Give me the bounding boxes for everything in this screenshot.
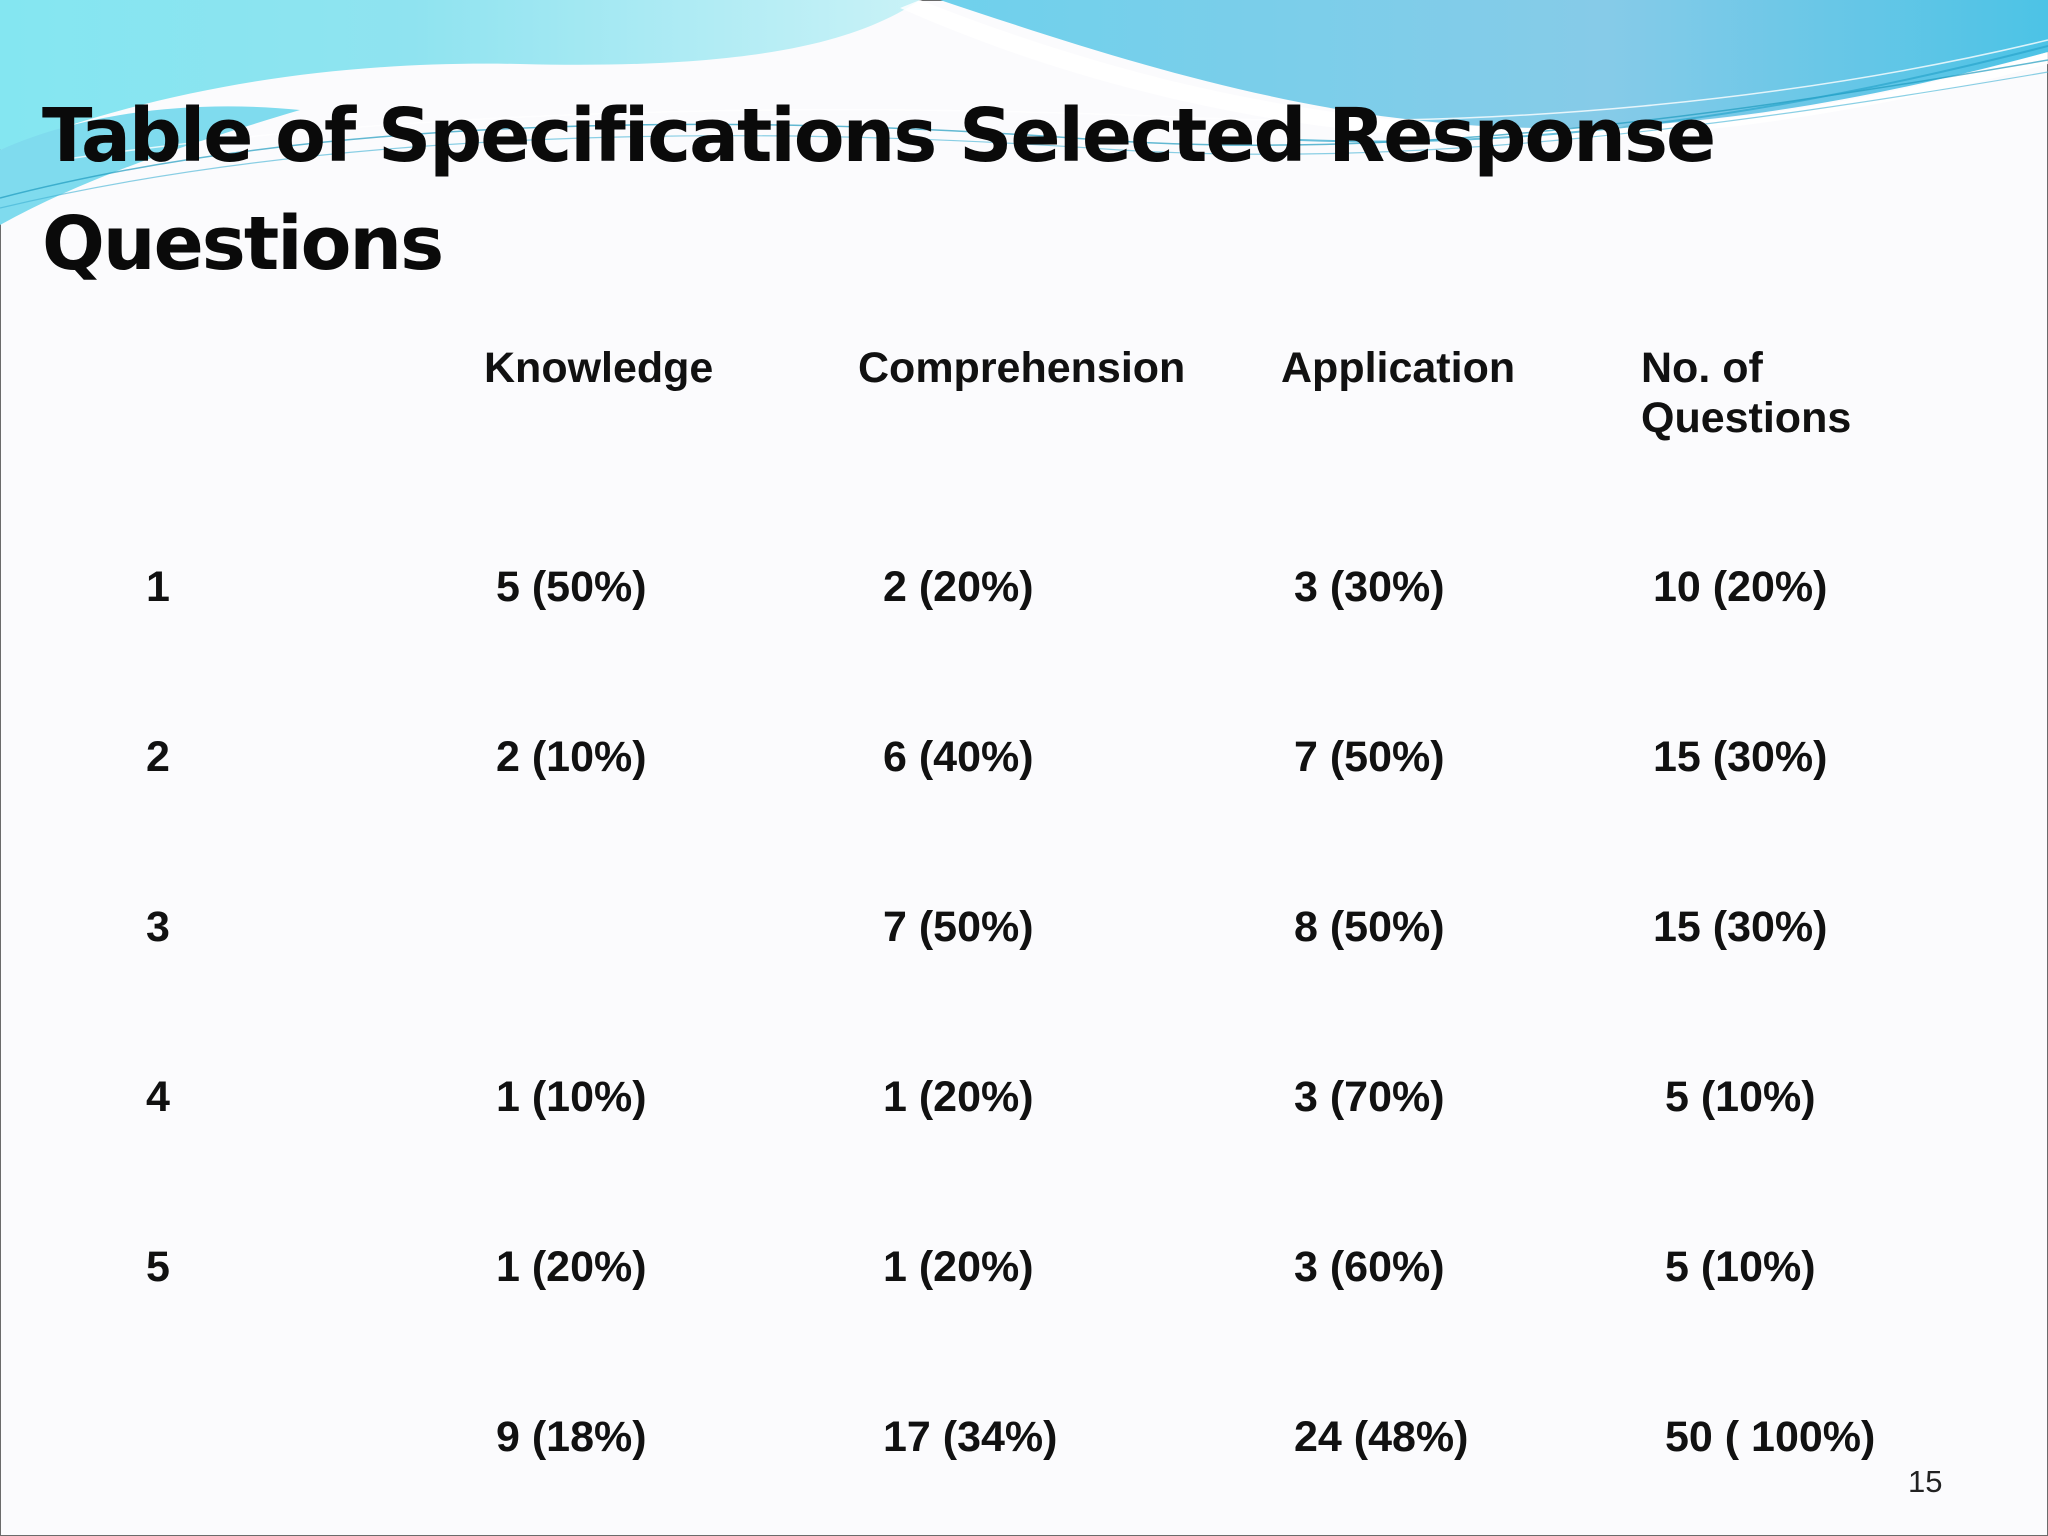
header-application: Application: [1281, 344, 1516, 392]
cell-no-of-questions: 5 (10%): [1665, 1073, 1816, 1121]
row-label: 4: [146, 1073, 170, 1121]
cell-knowledge: 2 (10%): [496, 733, 647, 781]
cell-no-of-questions: 5 (10%): [1665, 1243, 1816, 1291]
total-knowledge: 9 (18%): [496, 1413, 647, 1461]
total-application: 24 (48%): [1294, 1413, 1469, 1461]
header-knowledge: Knowledge: [484, 344, 714, 392]
cell-no-of-questions: 10 (20%): [1653, 563, 1828, 611]
total-comprehension: 17 (34%): [883, 1413, 1058, 1461]
cell-comprehension: 6 (40%): [883, 733, 1034, 781]
total-no-of-questions: 50 ( 100%): [1665, 1413, 1876, 1461]
row-label: 2: [146, 733, 170, 781]
cell-application: 3 (60%): [1294, 1243, 1445, 1291]
cell-application: 3 (30%): [1294, 563, 1445, 611]
cell-knowledge: 1 (10%): [496, 1073, 647, 1121]
cell-knowledge: 5 (50%): [496, 563, 647, 611]
cell-application: 8 (50%): [1294, 903, 1445, 951]
slide-title: Table of Specifications Selected Respons…: [42, 93, 1716, 287]
cell-comprehension: 1 (20%): [883, 1243, 1034, 1291]
cell-knowledge: 1 (20%): [496, 1243, 647, 1291]
cell-comprehension: 7 (50%): [883, 903, 1034, 951]
row-label: 1: [146, 563, 170, 611]
header-wave-decoration: [0, 0, 2048, 225]
cell-application: 3 (70%): [1294, 1073, 1445, 1121]
cell-comprehension: 1 (20%): [883, 1073, 1034, 1121]
row-label: 3: [146, 903, 170, 951]
slide-number: 15: [1908, 1464, 1943, 1499]
header-comprehension: Comprehension: [858, 344, 1186, 392]
cell-no-of-questions: 15 (30%): [1653, 903, 1828, 951]
cell-no-of-questions: 15 (30%): [1653, 733, 1828, 781]
cell-comprehension: 2 (20%): [883, 563, 1034, 611]
cell-application: 7 (50%): [1294, 733, 1445, 781]
header-no-of-questions: No. of Questions: [1641, 344, 1852, 442]
row-label: 5: [146, 1243, 170, 1291]
